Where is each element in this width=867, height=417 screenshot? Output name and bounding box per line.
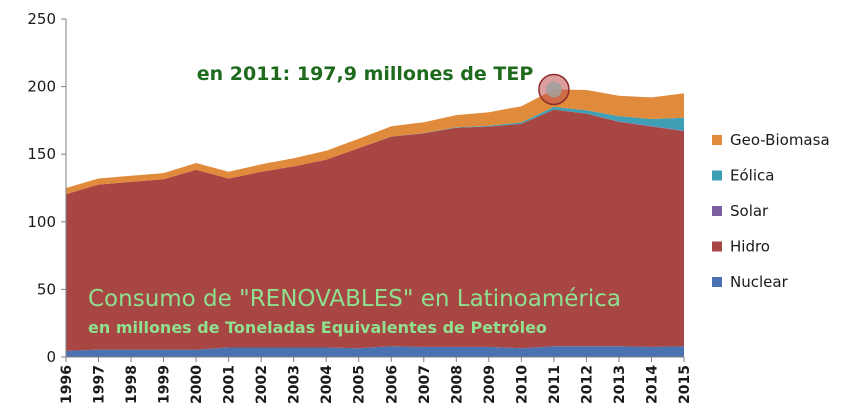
x-axis-ticks: 1996 1997 1998 1999 2000 2001 2002 2003 2004 2005… [59, 357, 693, 404]
x-tick-label: 2015 [677, 365, 693, 404]
x-tick-label: 2008 [449, 365, 465, 404]
legend-label: Solar [730, 202, 769, 220]
annotation-label: en 2011: 197,9 millones de TEP [197, 63, 534, 85]
x-tick-label: 2012 [579, 365, 595, 404]
x-tick-label: 2009 [482, 365, 498, 404]
area-hidro [66, 109, 684, 351]
legend-label: Nuclear [730, 273, 789, 291]
x-tick-label: 2004 [319, 365, 335, 404]
x-tick-label: 2013 [612, 365, 628, 404]
area-geo-biomasa [66, 89, 684, 195]
x-tick-label: 1996 [59, 365, 75, 404]
x-tick-label: 2007 [417, 365, 433, 404]
y-tick-label: 50 [37, 280, 56, 298]
x-tick-label: 2000 [189, 365, 205, 404]
x-tick-label: 1997 [92, 365, 108, 404]
y-tick-label: 150 [27, 145, 56, 163]
x-tick-label: 1999 [157, 365, 173, 404]
peak-marker-center [545, 81, 562, 98]
x-tick-label: 2006 [384, 365, 400, 404]
chart-legend: Geo-Biomasa Eólica Solar Hidro Nuclear [712, 131, 830, 291]
highlight-marker-layer [538, 73, 570, 106]
chart-title: Consumo de "RENOVABLES" en Latinoamérica [88, 286, 621, 312]
legend-swatch [712, 241, 722, 252]
y-tick-label: 100 [27, 213, 56, 231]
x-tick-label: 2011 [547, 365, 563, 404]
y-tick-label: 200 [27, 78, 56, 96]
x-tick-label: 2001 [222, 365, 238, 404]
legend-swatch [712, 135, 722, 145]
x-tick-label: 2003 [287, 365, 303, 404]
area-nuclear [66, 346, 684, 357]
chart-subtitle: en millones de Toneladas Equivalentes de… [88, 318, 547, 337]
legend-label: Eólica [730, 167, 774, 185]
x-tick-label: 2010 [514, 365, 530, 404]
x-tick-label: 2005 [352, 365, 368, 404]
x-tick-label: 1998 [124, 365, 140, 404]
area-series-layer [66, 89, 684, 357]
legend-swatch [712, 277, 722, 287]
y-axis-ticks: 0 50 100 150 200 250 [27, 10, 66, 366]
y-tick-label: 0 [46, 348, 56, 366]
legend-label: Geo-Biomasa [730, 131, 830, 149]
x-tick-label: 2002 [254, 365, 270, 404]
x-tick-label: 2014 [644, 365, 660, 404]
y-tick-label: 250 [27, 10, 56, 28]
legend-swatch [712, 170, 722, 181]
legend-swatch [712, 206, 722, 216]
legend-label: Hidro [730, 238, 770, 256]
